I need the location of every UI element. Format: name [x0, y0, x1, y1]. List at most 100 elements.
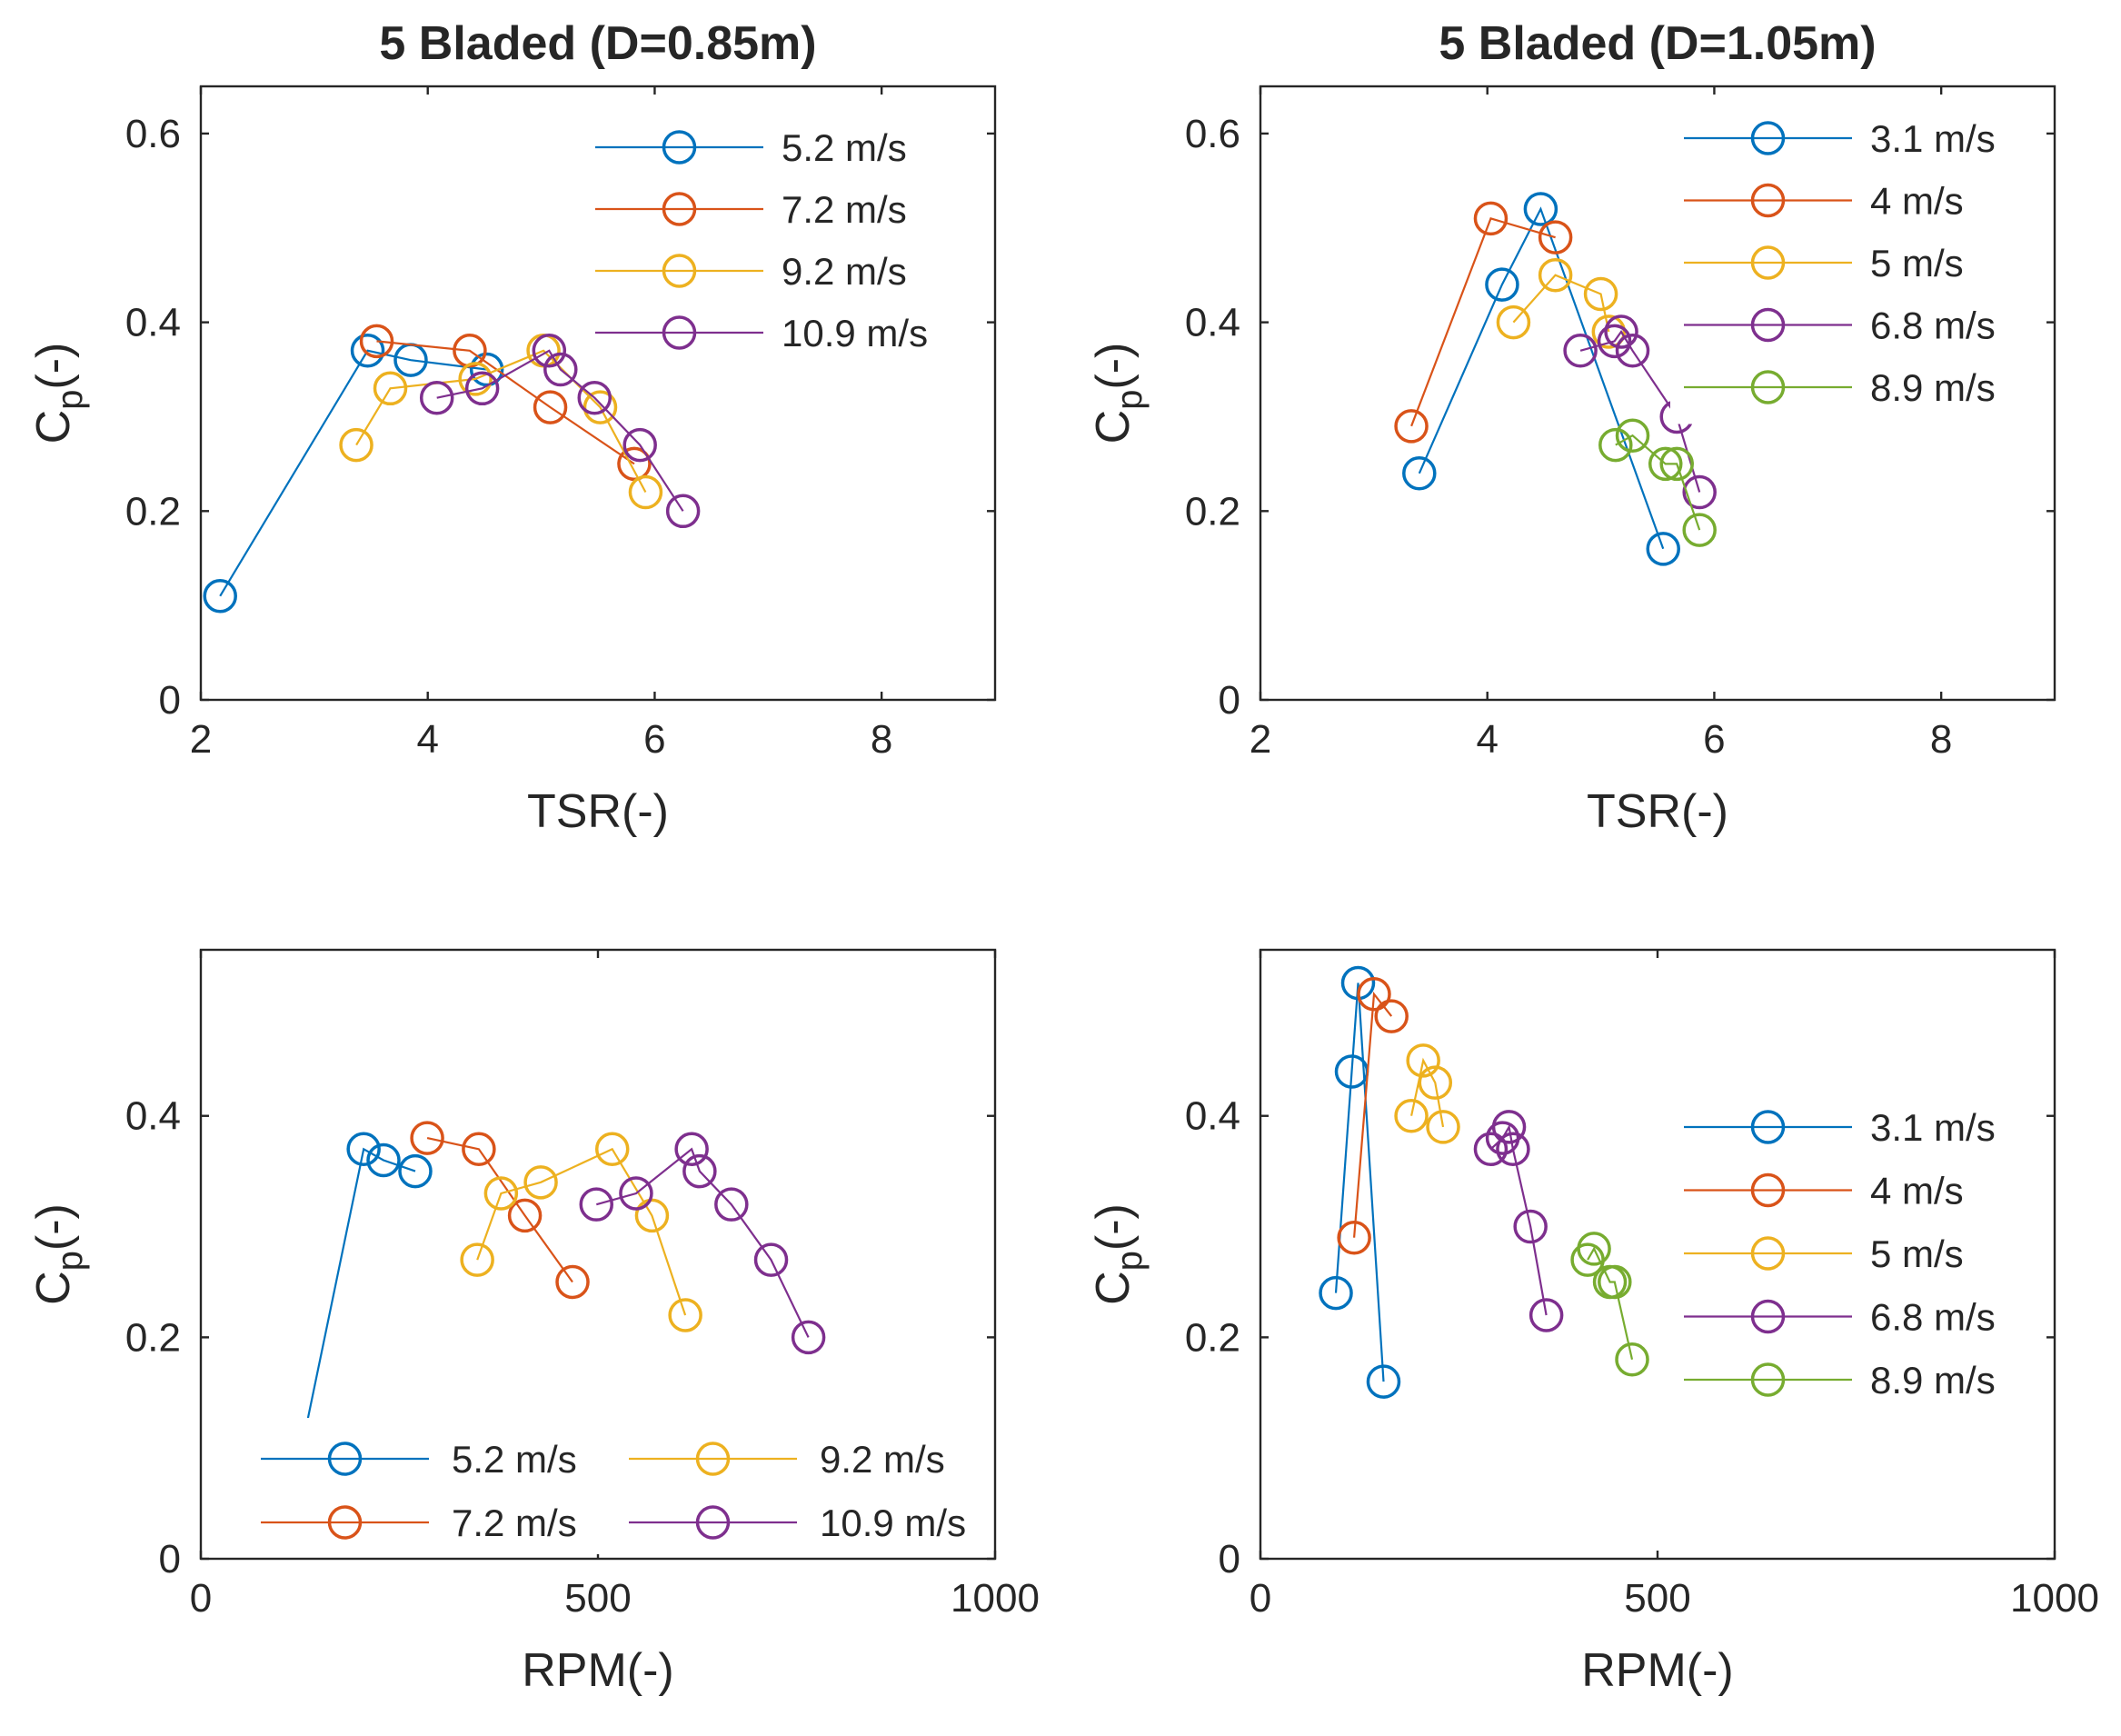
y-tick-label: 0.2 — [1185, 489, 1240, 534]
y-axis-label-suffix: (-) — [27, 1203, 80, 1251]
data-point — [543, 352, 578, 387]
data-point — [462, 1132, 496, 1167]
data-point — [359, 324, 394, 359]
data-point — [1418, 1065, 1453, 1100]
y-tick-label: 0 — [159, 1537, 181, 1581]
legend-marker — [1750, 1172, 1786, 1208]
series-line — [1353, 991, 1393, 1238]
data-point — [1682, 513, 1717, 547]
data-point — [1337, 1220, 1371, 1255]
legend-label: 4 m/s — [1870, 180, 1964, 223]
x-tick-label: 2 — [190, 717, 212, 762]
legend-marker — [662, 192, 697, 226]
legend-label: 7.2 m/s — [782, 188, 907, 231]
data-point — [346, 1132, 381, 1167]
legend-marker — [1750, 245, 1786, 280]
chart-panel-4: 0 500 1000 0 0.2 0.4 RPM(-) Cp(-) 3.1 m/s 4 m/s 5 … — [1087, 948, 2099, 1697]
legend-item: 5.2 m/s — [261, 1438, 577, 1481]
data-point — [366, 1142, 401, 1178]
series-line — [219, 349, 487, 597]
data-point — [398, 1153, 433, 1189]
data-point — [419, 380, 454, 415]
y-tick-label: 0 — [1219, 678, 1240, 723]
data-point — [668, 1298, 702, 1332]
y-tick-label: 0 — [159, 678, 181, 723]
data-point — [628, 474, 663, 510]
x-tick-label: 1000 — [2010, 1576, 2099, 1621]
y-axis-label-main: C — [27, 410, 80, 444]
data-point — [1648, 446, 1683, 482]
legend-marker — [1750, 183, 1786, 218]
data-point — [458, 362, 493, 396]
y-tick-label: 0.4 — [1185, 1094, 1240, 1139]
series-line — [1334, 983, 1385, 1382]
x-tick-label: 1000 — [951, 1576, 1040, 1621]
data-point — [594, 1132, 630, 1167]
data-point — [1402, 456, 1437, 491]
legend-item: 5 m/s — [1684, 1232, 1964, 1275]
legend-label: 5 m/s — [1870, 242, 1964, 284]
data-point — [410, 1121, 444, 1155]
legend-item: 7.2 m/s — [595, 188, 907, 231]
series-line — [426, 1137, 573, 1283]
legend-item: 5 m/s — [1684, 242, 1964, 284]
data-point — [1563, 334, 1598, 368]
series-4 — [579, 1132, 826, 1355]
data-point — [1615, 334, 1650, 368]
series-line — [1410, 217, 1556, 427]
x-tick-label: 8 — [1930, 717, 1952, 762]
legend-item: 5.2 m/s — [595, 126, 907, 169]
legend-label: 9.2 m/s — [820, 1438, 945, 1481]
chart-panel-3: 0 500 1000 0 0.2 0.4 RPM(-) Cp(-) 5.2 m/s 7.2 m/s… — [27, 948, 1040, 1697]
legend-label: 10.9 m/s — [782, 312, 928, 354]
legend-item: 9.2 m/s — [629, 1438, 945, 1481]
x-tick-label: 6 — [1703, 717, 1725, 762]
series-line — [1410, 1057, 1445, 1128]
legend-item: 4 m/s — [1684, 1170, 1964, 1212]
data-point — [1426, 1110, 1460, 1144]
data-point — [1394, 409, 1429, 444]
series-2 — [1337, 976, 1409, 1255]
series-2 — [359, 324, 652, 482]
legend-marker — [662, 130, 697, 165]
data-point — [1604, 314, 1638, 349]
x-axis-label: TSR(-) — [527, 785, 669, 838]
data-point — [753, 1242, 789, 1277]
legend-label: 8.9 m/s — [1870, 366, 1996, 409]
data-point — [1615, 1342, 1649, 1377]
data-point — [1577, 1232, 1611, 1266]
data-point — [1485, 267, 1519, 302]
series-line — [1587, 1246, 1634, 1360]
legend-label: 3.1 m/s — [1870, 117, 1996, 160]
x-axis-label: RPM(-) — [1581, 1644, 1734, 1697]
x-tick-label: 0 — [1250, 1576, 1271, 1621]
y-tick-label: 0.2 — [125, 489, 181, 534]
data-point — [665, 494, 701, 529]
chart-title: 5 Bladed (D=1.05m) — [1439, 17, 1876, 70]
data-point — [622, 427, 657, 463]
x-axis-label: TSR(-) — [1587, 785, 1728, 838]
data-point — [1583, 276, 1618, 312]
legend-marker — [1750, 121, 1786, 155]
data-point — [532, 334, 567, 368]
legend-label: 9.2 m/s — [782, 250, 907, 293]
series-4 — [1563, 314, 1717, 510]
series-5 — [1570, 1232, 1649, 1377]
series-line — [1615, 434, 1701, 531]
legend-item: 10.9 m/s — [629, 1502, 966, 1544]
y-axis-label: Cp(-) — [27, 343, 90, 444]
legend-box — [582, 111, 963, 369]
y-tick-label: 0.6 — [125, 112, 181, 156]
data-point — [1473, 1132, 1509, 1167]
series-4 — [1473, 1110, 1564, 1332]
chart-title: 5 Bladed (D=0.85m) — [379, 17, 816, 70]
y-tick-label: 0 — [1219, 1537, 1240, 1581]
data-point — [674, 1132, 709, 1167]
y-axis-label-suffix: (-) — [27, 343, 80, 390]
y-axis-label-subscript: p — [1110, 390, 1150, 410]
data-point — [339, 427, 373, 463]
legend-label: 6.8 m/s — [1870, 304, 1996, 347]
data-point — [1598, 1264, 1632, 1300]
series-1 — [1402, 192, 1680, 566]
